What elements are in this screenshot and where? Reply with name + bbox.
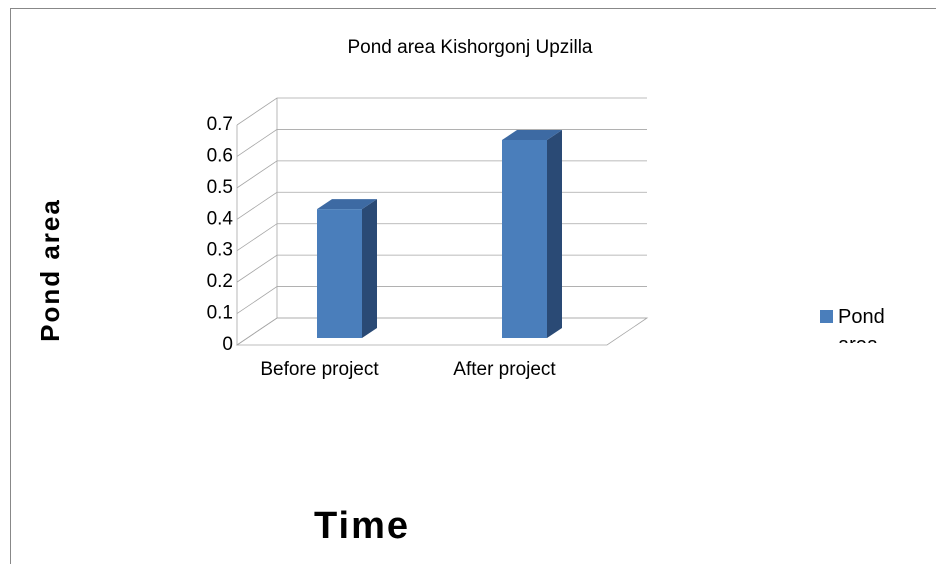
- grid-line: [236, 160, 647, 189]
- x-tick-label: Before project: [260, 359, 379, 380]
- y-axis-label: Pond area: [35, 198, 65, 342]
- grid-line: [236, 191, 647, 220]
- bar: [502, 130, 562, 338]
- floor: [235, 317, 649, 346]
- grid-line: [236, 97, 647, 126]
- y-tick-label: 0.3: [207, 240, 233, 261]
- grid-line: [236, 317, 647, 346]
- legend-swatch: [820, 310, 833, 323]
- bar-side: [547, 130, 562, 338]
- grid-line: [236, 286, 647, 314]
- bar-side: [362, 199, 377, 338]
- bar: [317, 199, 377, 338]
- y-tick-label: 0.1: [207, 303, 233, 324]
- y-tick-label: 0.2: [207, 271, 233, 292]
- frame: [10, 8, 936, 564]
- bar-top: [502, 130, 562, 140]
- grid-line: [236, 223, 647, 252]
- y-tick-label: 0.5: [207, 177, 233, 198]
- bar-top: [317, 199, 377, 210]
- chart-title: Pond area Kishorgonj Upzilla: [347, 37, 592, 58]
- y-tick-label: 0.6: [207, 145, 233, 166]
- y-tick-label: 0.7: [207, 114, 233, 135]
- grid-line: [236, 129, 647, 157]
- bar-front: [502, 140, 547, 338]
- y-tick-label: 0: [222, 334, 233, 355]
- x-tick-label: After project: [453, 359, 556, 380]
- grid-line: [236, 254, 647, 283]
- legend-label: Pond area: [838, 306, 885, 343]
- bar-front: [317, 209, 362, 338]
- y-tick-label: 0.4: [207, 208, 234, 229]
- x-axis-label: Time: [314, 505, 410, 547]
